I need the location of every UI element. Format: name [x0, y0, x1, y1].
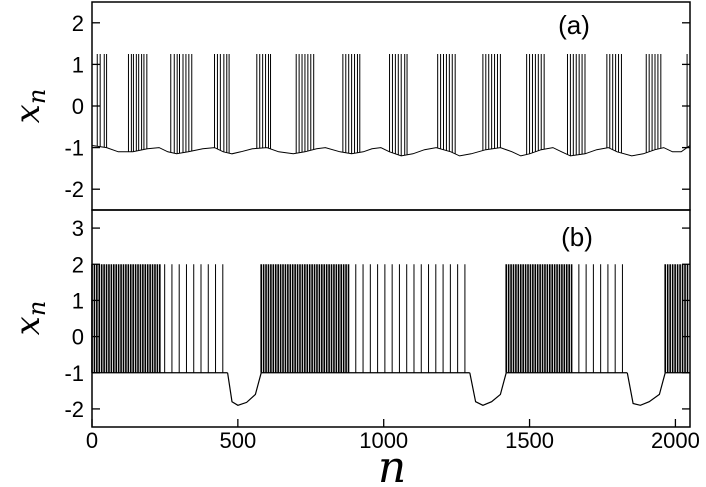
panel-b-ytick-label: 1: [72, 288, 84, 313]
panel-a-ylabel: xn: [8, 89, 51, 124]
x-axis-label: n: [378, 442, 406, 487]
panel-b-xtick-label: 0: [86, 428, 98, 453]
panel-a-frame: [91, 1, 691, 211]
panel-a-ylabel-sub: n: [23, 89, 51, 104]
panel-a-ylabel-main: x: [8, 104, 48, 123]
panel-a-ytick-label: -1: [64, 136, 84, 161]
panel-b-label: (b): [561, 222, 593, 252]
panel-b-ytick-label: 0: [72, 325, 84, 350]
panel-b-quiescent-trace: [227, 372, 262, 406]
panel-a-baseline-trace: [91, 145, 691, 157]
panel-b-ytick-label: -2: [64, 397, 84, 422]
panel-a-ytick-label: 1: [72, 52, 84, 77]
panel-b-xtick-label: 1500: [505, 428, 554, 453]
panel-a-label: (a): [558, 10, 590, 40]
panel-b-ylabel: xn: [8, 301, 51, 336]
panel-b-xtick-label: 500: [219, 428, 256, 453]
panel-a-yticks: -2 -1 0 1 2: [64, 11, 690, 202]
panel-b-ylabel-main: x: [8, 316, 48, 335]
panel-b-traces: [91, 264, 690, 406]
panel-b-ytick-label: 2: [72, 252, 84, 277]
panel-a-ytick-label: 2: [72, 11, 84, 36]
panel-b-ytick-label: 3: [72, 216, 84, 241]
panel-a-traces: [91, 54, 691, 157]
panel-b-ylabel-sub: n: [23, 301, 51, 316]
panel-a-ytick-label: 0: [72, 94, 84, 119]
panel-b-quiescent-trace: [626, 372, 666, 406]
panel-a: -2 -1 0 1 2 (a) xn: [8, 1, 691, 211]
panel-b-xtick-label: 1000: [359, 428, 408, 453]
panel-b-yticks: -2 -1 0 1 2 3: [64, 216, 690, 422]
panel-b-xtick-label: 2000: [651, 428, 700, 453]
panel-b-frame: [91, 209, 691, 428]
panel-b-ytick-label: -1: [64, 361, 84, 386]
panel-b-quiescent-trace: [469, 372, 507, 406]
panel-b-xticks: 0 500 1000 1500 2000: [86, 419, 700, 453]
panel-a-ytick-label: -2: [64, 177, 84, 202]
